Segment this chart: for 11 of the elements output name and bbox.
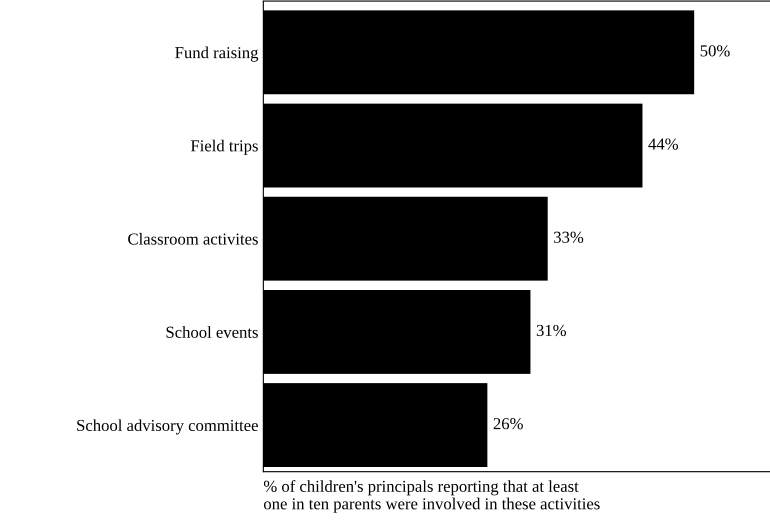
data-label: 33% (554, 232, 584, 243)
data-label: 31% (536, 324, 566, 336)
y-tick-label: Field trips (190, 140, 258, 155)
y-tick-label: Fund raising (175, 46, 258, 62)
x-axis-title: % of children's principals reporting that at least one in ten parents were involved in these activities (264, 480, 600, 513)
y-tick-label: School events (166, 326, 258, 338)
y-tick-label: Classroom activites (128, 232, 258, 245)
data-label: 44% (648, 138, 678, 150)
y-tick-label: School advisory committee (77, 419, 258, 434)
data-label: 50% (700, 45, 730, 57)
data-label: 26% (494, 418, 523, 430)
